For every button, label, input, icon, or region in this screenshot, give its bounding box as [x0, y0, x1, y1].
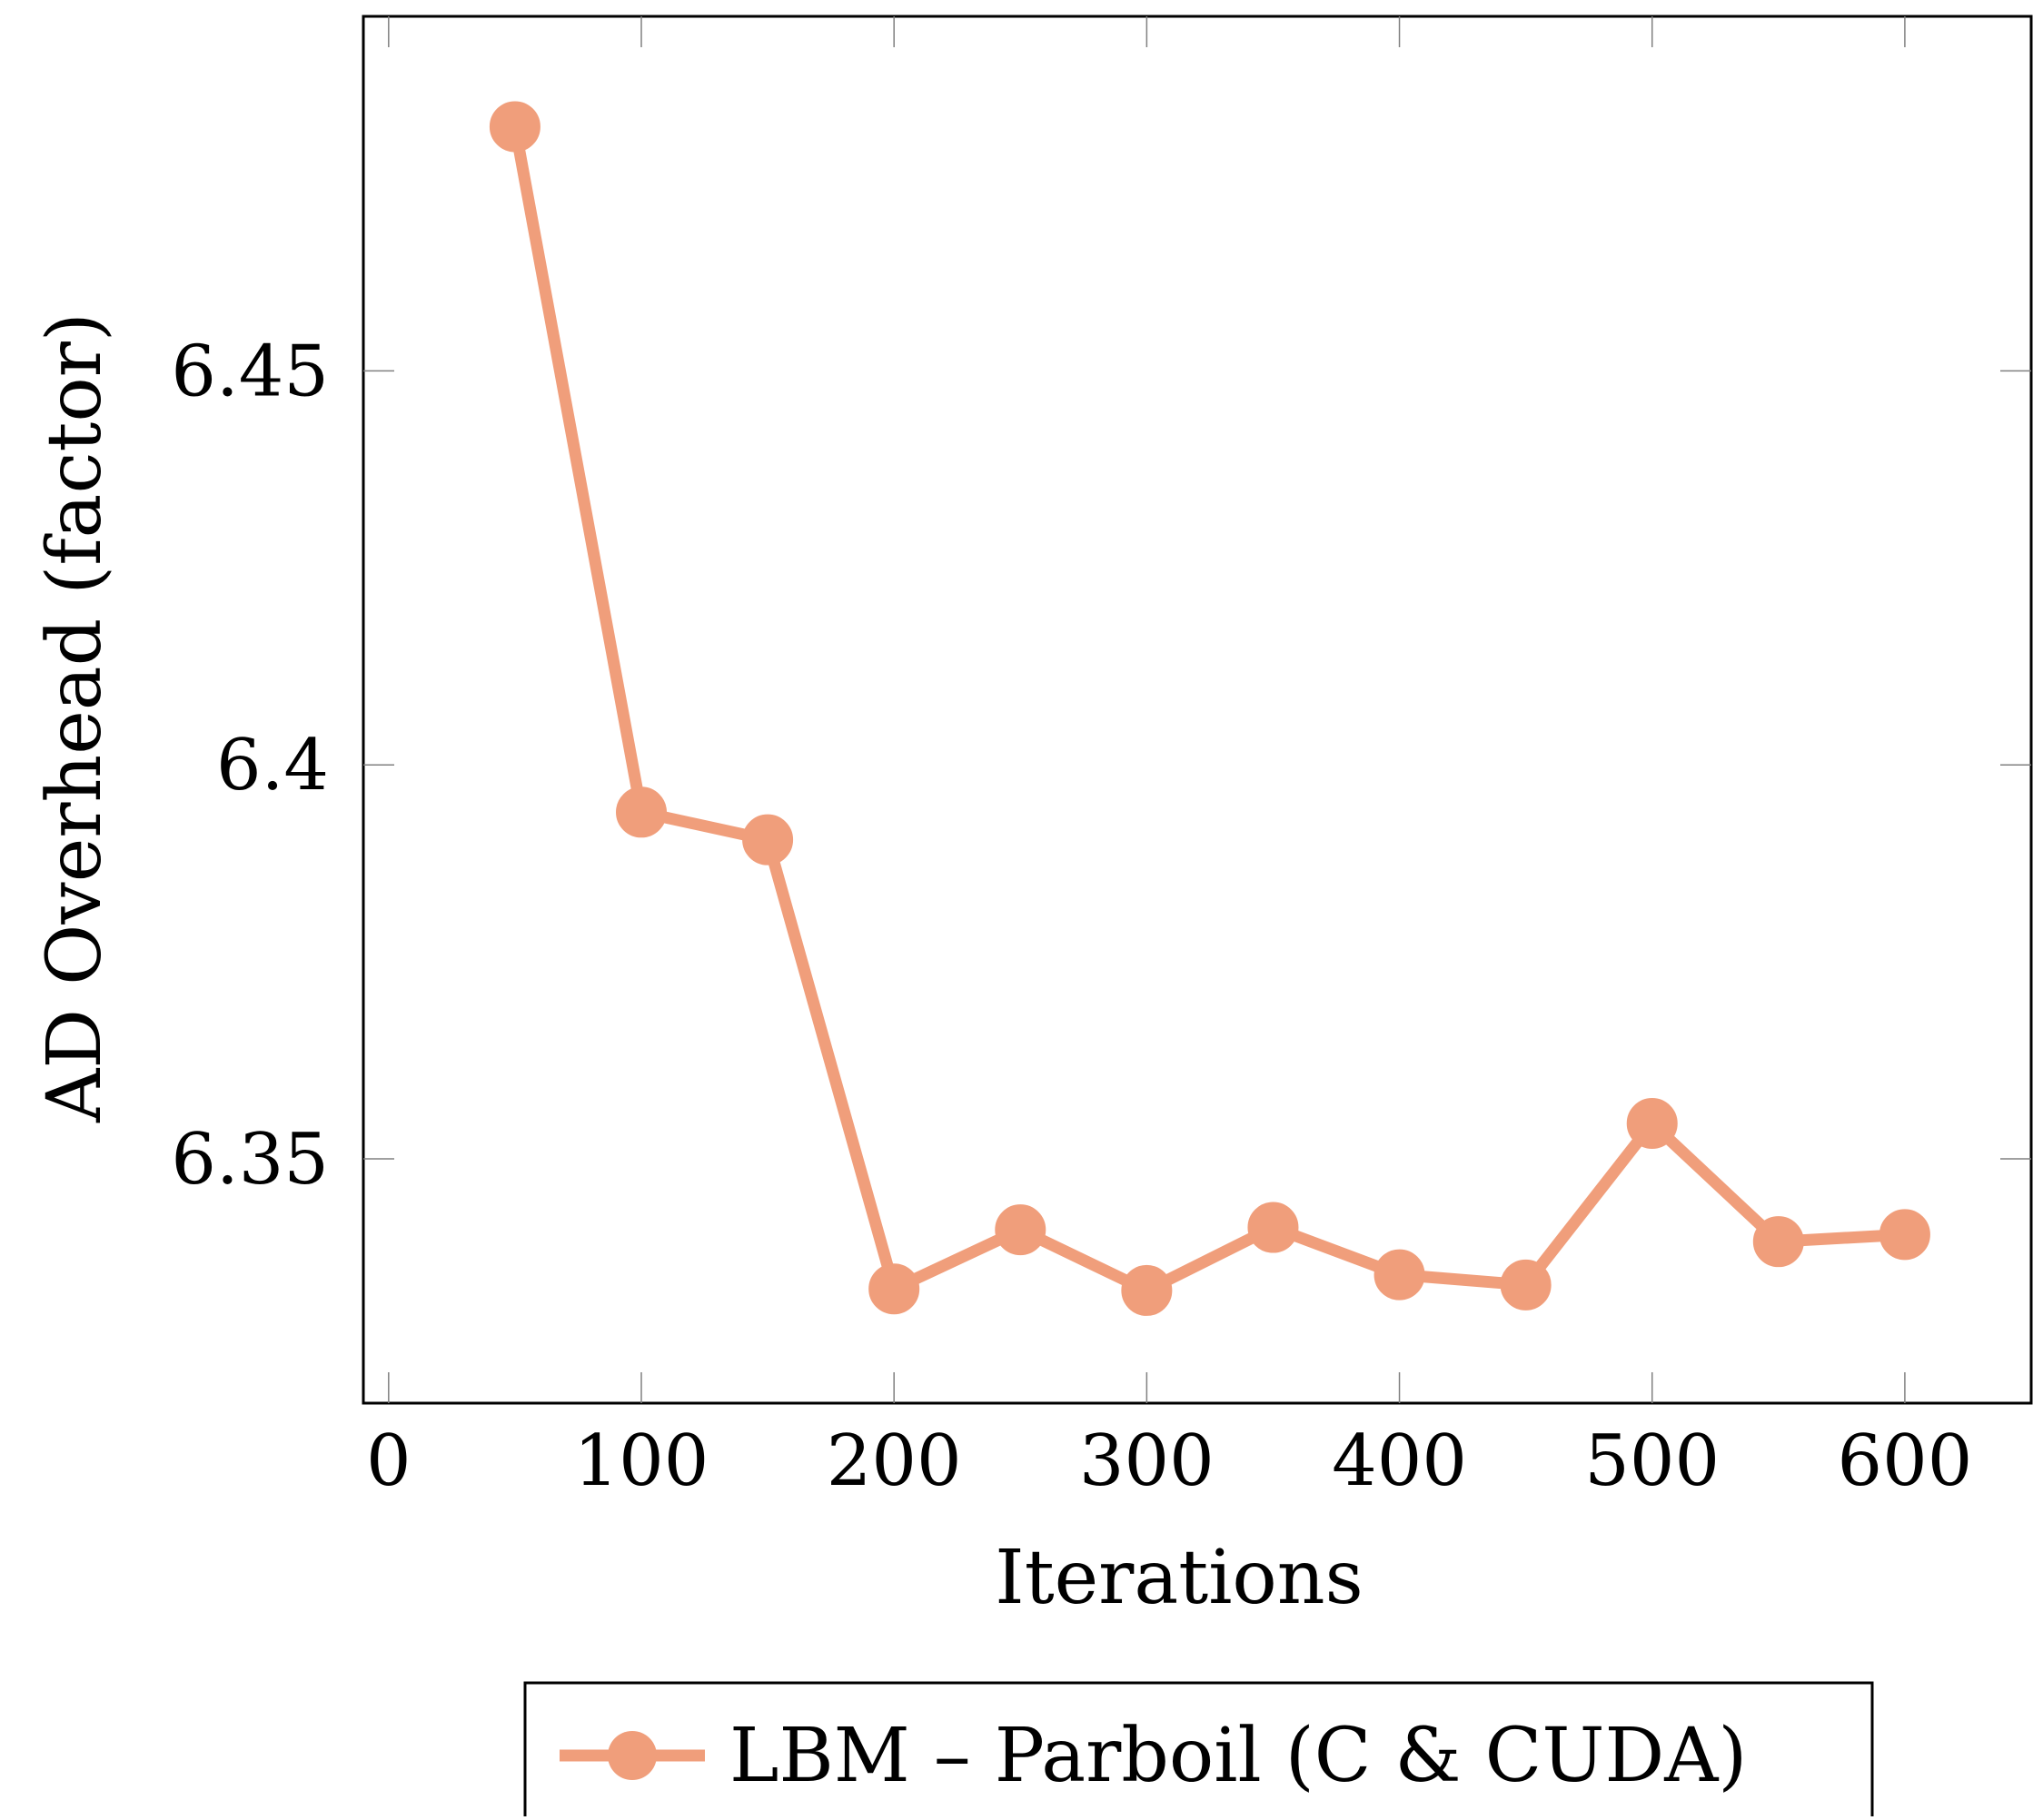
series-line	[509, 125, 1906, 1298]
legend-marker-swatch	[608, 1731, 657, 1780]
data-point	[1879, 1209, 1930, 1261]
y-tick-label: 6.45	[171, 331, 329, 412]
y-axis-label: AD Overhead (factor)	[32, 312, 118, 1123]
data-point	[1247, 1202, 1299, 1253]
legend-box	[523, 1681, 1874, 1820]
data-point	[1500, 1259, 1552, 1311]
data-point	[1752, 1216, 1804, 1268]
x-tick-label: 200	[827, 1420, 962, 1502]
x-tick-label: 100	[574, 1420, 709, 1502]
data-point	[1626, 1097, 1678, 1149]
data-point	[616, 786, 667, 838]
x-tick-label: 400	[1332, 1420, 1467, 1502]
data-point	[1374, 1249, 1425, 1301]
data-point	[868, 1263, 920, 1315]
plot-frame	[362, 15, 2033, 1405]
data-point	[489, 101, 540, 153]
legend: LBM – Parboil (C & CUDA)	[523, 1681, 1874, 1820]
data-point	[1121, 1264, 1173, 1316]
y-tick-label: 6.4	[216, 725, 329, 806]
x-tick-label: 500	[1584, 1420, 1720, 1502]
series-layer	[489, 101, 1930, 1316]
y-tick-label: 6.35	[171, 1119, 329, 1201]
legend-label: LBM – Parboil (C & CUDA)	[729, 1713, 1747, 1799]
x-tick-label: 600	[1837, 1420, 1972, 1502]
x-tick-label: 300	[1079, 1420, 1215, 1502]
data-point	[995, 1204, 1046, 1256]
x-tick-label: 0	[366, 1420, 412, 1502]
x-axis-label: Iterations	[995, 1535, 1363, 1621]
axes: 0 100 200 300 400 500 600 6.35 6.4 6.45 Iterations…	[32, 15, 2033, 1621]
data-point	[742, 814, 794, 865]
